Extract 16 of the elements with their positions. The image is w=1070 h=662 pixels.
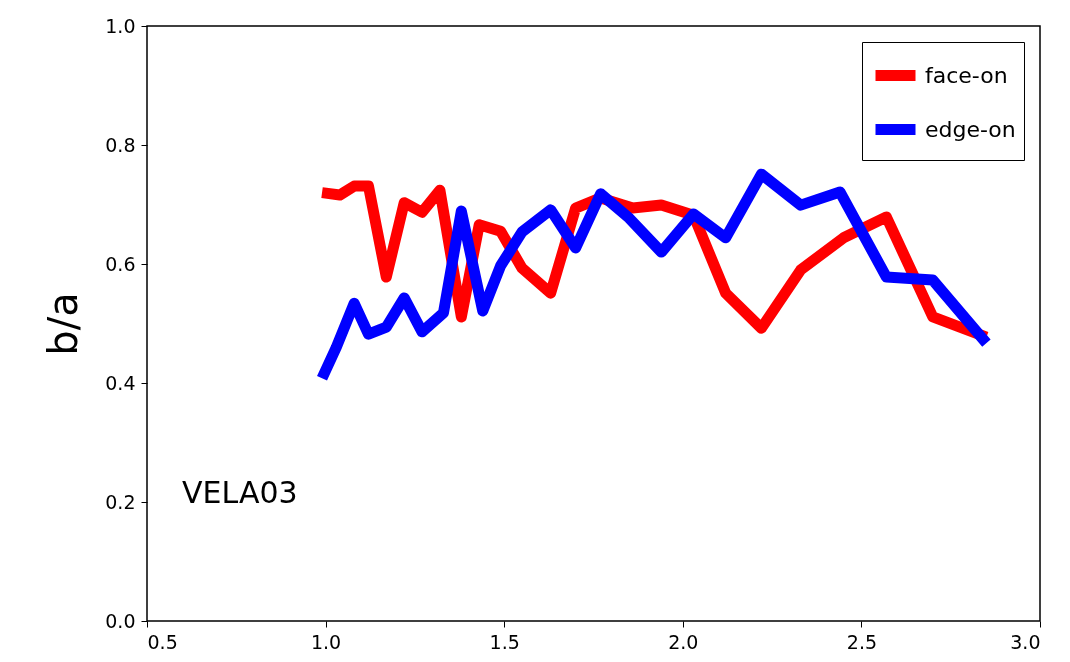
y-axis-title: b/a [40,292,87,356]
x-tick-label: 1.5 [489,630,520,653]
x-tick-label: 2.5 [846,630,878,653]
legend-label: edge-on [925,116,1016,142]
x-tick-label: 1.0 [310,630,342,653]
y-tick-label: 1.0 [105,14,136,37]
x-tick-label: 0.5 [147,630,178,653]
legend-label: face-on [925,62,1008,88]
x-tick-label: 2.0 [668,630,699,653]
y-tick-label: 0.8 [105,133,136,156]
y-tick-label: 0.6 [105,252,136,275]
annotation: VELA03 [182,475,298,510]
y-tick-label: 0.0 [105,609,136,632]
y-tick-label: 0.4 [105,371,136,394]
x-tick-label: 3.0 [1010,630,1041,653]
y-tick-label: 0.2 [105,490,136,513]
